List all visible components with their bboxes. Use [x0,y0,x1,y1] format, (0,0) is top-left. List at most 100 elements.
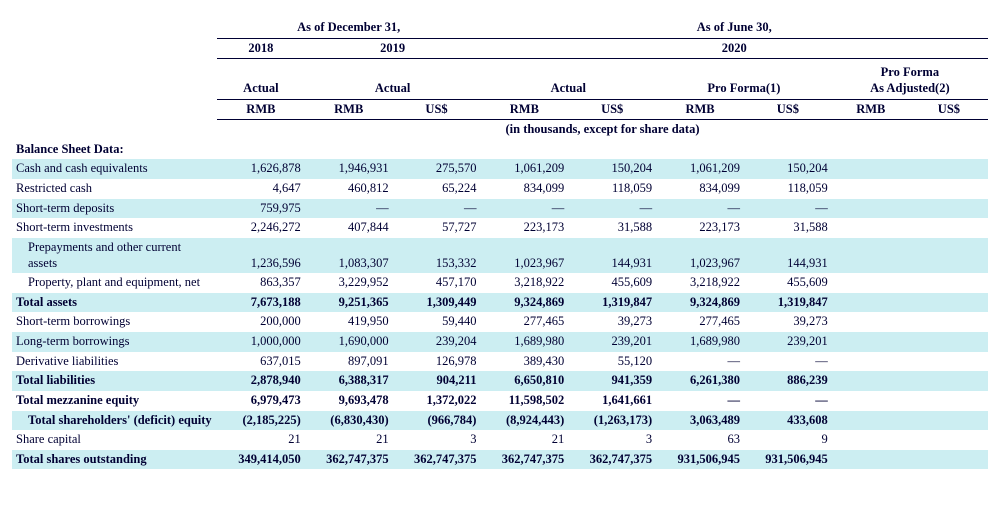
cell [832,179,910,199]
row-label: Total assets [12,293,217,313]
cell: 31,588 [744,218,832,238]
hdr-proforma: Pro Forma(1) [656,63,832,99]
cell: 637,015 [217,352,305,372]
row-label: Cash and cash equivalents [12,159,217,179]
cell: 455,609 [568,273,656,293]
cell: 1,319,847 [568,293,656,313]
cell: 239,201 [744,332,832,352]
hdr-proforma-adj: Pro Forma As Adjusted(2) [832,63,988,99]
row-label: Total shareholders' (deficit) equity [12,411,217,431]
cell: 3,218,922 [656,273,744,293]
cell [832,273,910,293]
cell: 277,465 [656,312,744,332]
cell [832,352,910,372]
section-title: Balance Sheet Data: [12,140,217,160]
cur-2019-uss: US$ [393,99,481,120]
cell [910,411,988,431]
row-label: Short-term investments [12,218,217,238]
table-row: Total shares outstanding349,414,050362,7… [12,450,988,470]
header-years: 2018 2019 2020 [12,38,988,59]
cell: 150,204 [568,159,656,179]
cell: (8,924,443) [480,411,568,431]
header-period-groups: As of December 31, As of June 30, [12,18,988,38]
cell: 759,975 [217,199,305,219]
cell [910,332,988,352]
cell: 1,309,449 [393,293,481,313]
cell: 1,689,980 [656,332,744,352]
cell: 118,059 [744,179,832,199]
cell: 9,324,869 [656,293,744,313]
cell: 55,120 [568,352,656,372]
cell: 6,650,810 [480,371,568,391]
cell [832,218,910,238]
cell: 407,844 [305,218,393,238]
cell: 2,246,272 [217,218,305,238]
cell: — [744,199,832,219]
cell: 419,950 [305,312,393,332]
cell: 9 [744,430,832,450]
cell: 153,332 [393,238,481,273]
hdr-dec31: As of December 31, [217,18,480,38]
cell: 3,063,489 [656,411,744,431]
cell: 362,747,375 [480,450,568,470]
cell: 1,689,980 [480,332,568,352]
cell [910,430,988,450]
cell: 21 [305,430,393,450]
row-label: Total shares outstanding [12,450,217,470]
cell [910,218,988,238]
cell [910,352,988,372]
cell: 3 [568,430,656,450]
hdr-actual-2020: Actual [480,63,656,99]
hdr-2020: 2020 [480,38,988,59]
table-row: Long-term borrowings1,000,0001,690,00023… [12,332,988,352]
cell: 21 [480,430,568,450]
cell [832,332,910,352]
cell: 1,023,967 [480,238,568,273]
cell: 362,747,375 [305,450,393,470]
cell: 3,229,952 [305,273,393,293]
cur-2020a-uss: US$ [568,99,656,120]
cell: — [656,352,744,372]
cell: 1,946,931 [305,159,393,179]
row-label: Share capital [12,430,217,450]
cell: 455,609 [744,273,832,293]
cell: 1,236,596 [217,238,305,273]
cell: 3,218,922 [480,273,568,293]
cur-2018-rmb: RMB [217,99,305,120]
cur-2020a-rmb: RMB [480,99,568,120]
table-row: Total liabilities2,878,9406,388,317904,2… [12,371,988,391]
cell: 897,091 [305,352,393,372]
cur-2020pf-rmb: RMB [656,99,744,120]
cell [910,450,988,470]
cell: 1,319,847 [744,293,832,313]
cell: 433,608 [744,411,832,431]
cell: 1,061,209 [480,159,568,179]
cell: — [305,199,393,219]
cell: 457,170 [393,273,481,293]
cell: — [568,199,656,219]
cell: 39,273 [568,312,656,332]
cell: 63 [656,430,744,450]
cell: 1,000,000 [217,332,305,352]
cell [910,391,988,411]
cell [910,179,988,199]
table-body: Cash and cash equivalents1,626,8781,946,… [12,159,988,469]
cell: 6,261,380 [656,371,744,391]
cell: 931,506,945 [656,450,744,470]
cur-2019-rmb: RMB [305,99,393,120]
cell: 9,324,869 [480,293,568,313]
cell: 1,372,022 [393,391,481,411]
row-label: Total liabilities [12,371,217,391]
header-currencies: RMB RMB US$ RMB US$ RMB US$ RMB US$ [12,99,988,120]
cell: 1,641,661 [568,391,656,411]
cell: 21 [217,430,305,450]
row-label: Long-term borrowings [12,332,217,352]
cell: 223,173 [656,218,744,238]
cell: 886,239 [744,371,832,391]
cur-2020pfa-rmb: RMB [832,99,910,120]
cell: 223,173 [480,218,568,238]
cell: 144,931 [744,238,832,273]
cell: 1,083,307 [305,238,393,273]
cell [832,430,910,450]
cell: 349,414,050 [217,450,305,470]
